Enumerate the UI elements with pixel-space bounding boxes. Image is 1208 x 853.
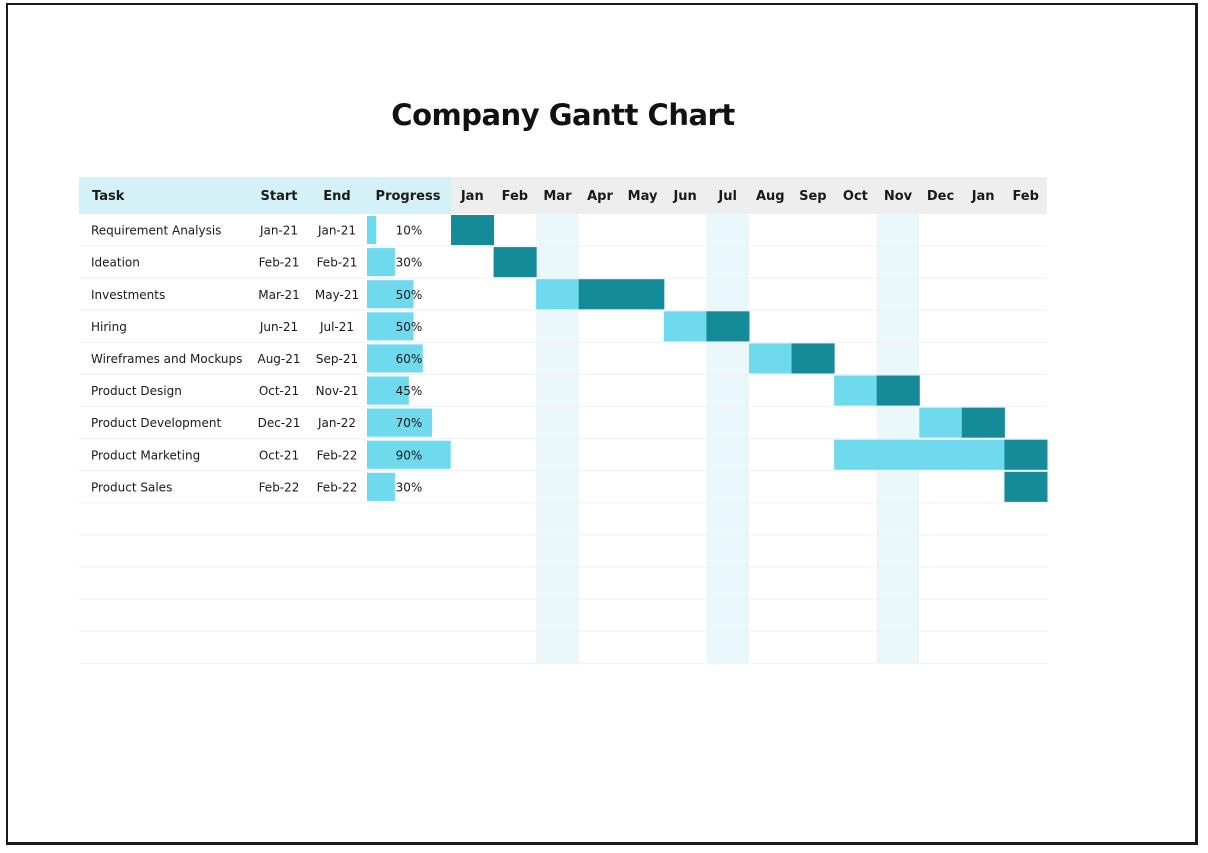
month-label: May xyxy=(628,189,658,204)
task-name: Requirement Analysis xyxy=(91,224,221,238)
month-label: Jan xyxy=(971,189,995,204)
gantt-bar-remaining xyxy=(876,439,920,470)
month-label: Jun xyxy=(672,189,696,204)
progress-label: 50% xyxy=(396,320,423,334)
header-bg-months xyxy=(451,177,1047,214)
header-end: End xyxy=(323,189,350,204)
gantt-bar-done xyxy=(1004,439,1048,470)
progress-label: 90% xyxy=(396,448,423,462)
progress-label: 30% xyxy=(396,480,423,494)
gantt-bar-done xyxy=(1004,471,1048,502)
progress-label: 70% xyxy=(396,416,423,430)
task-start: Jan-21 xyxy=(259,224,298,238)
task-end: Feb-22 xyxy=(317,480,358,494)
task-start: Feb-21 xyxy=(259,256,300,270)
task-name: Wireframes and Mockups xyxy=(91,352,242,366)
task-start: Dec-21 xyxy=(258,416,301,430)
task-end: Nov-21 xyxy=(316,384,359,398)
month-label: Feb xyxy=(502,189,528,204)
progress-label: 10% xyxy=(396,224,423,238)
month-label: Feb xyxy=(1012,189,1038,204)
task-name: Product Design xyxy=(91,384,182,398)
progress-label: 45% xyxy=(396,384,423,398)
month-label: Jan xyxy=(460,189,484,204)
gantt-bar-done xyxy=(493,247,537,278)
gantt-bar-done xyxy=(961,407,1005,438)
progress-bar xyxy=(367,280,414,309)
progress-bar xyxy=(367,440,451,469)
month-label: Jul xyxy=(717,189,737,204)
gantt-bar-done xyxy=(451,215,495,246)
progress-bar xyxy=(367,344,423,373)
gantt-bar-done xyxy=(791,343,835,374)
task-end: Feb-22 xyxy=(317,448,358,462)
task-name: Ideation xyxy=(91,256,140,270)
month-label: Oct xyxy=(843,189,868,204)
progress-bar xyxy=(367,216,377,245)
month-label: Dec xyxy=(927,189,954,204)
month-label: Mar xyxy=(543,189,572,204)
header-progress: Progress xyxy=(376,189,441,204)
gantt-bar-remaining xyxy=(961,439,1005,470)
gantt-bar-done xyxy=(706,311,750,342)
progress-label: 50% xyxy=(396,288,423,302)
header-bg-left xyxy=(79,177,451,214)
task-name: Product Development xyxy=(91,416,221,430)
task-start: Jun-21 xyxy=(259,320,298,334)
gantt-bar-remaining xyxy=(919,439,963,470)
task-start: Oct-21 xyxy=(259,448,299,462)
task-start: Feb-22 xyxy=(259,480,300,494)
task-start: Oct-21 xyxy=(259,384,299,398)
task-end: Jan-21 xyxy=(317,224,356,238)
task-end: Feb-21 xyxy=(317,256,358,270)
gantt-bar-remaining xyxy=(748,343,793,374)
task-name: Investments xyxy=(91,288,165,302)
month-label: Nov xyxy=(884,189,913,204)
progress-bar xyxy=(367,408,433,437)
task-end: Sep-21 xyxy=(316,352,358,366)
progress-bar xyxy=(367,472,395,501)
header-start: Start xyxy=(261,189,298,204)
gantt-bar-remaining xyxy=(834,375,878,406)
gantt-bar-remaining xyxy=(536,279,580,310)
progress-label: 60% xyxy=(396,352,423,366)
task-end: May-21 xyxy=(315,288,359,302)
gantt-bar-remaining xyxy=(834,439,878,470)
progress-bar xyxy=(367,248,395,277)
task-end: Jul-21 xyxy=(319,320,354,334)
gantt-bar-remaining xyxy=(919,407,963,438)
month-label: Apr xyxy=(587,189,613,204)
task-start: Aug-21 xyxy=(257,352,300,366)
task-start: Mar-21 xyxy=(258,288,299,302)
gantt-bar-done xyxy=(621,279,665,310)
progress-bar xyxy=(367,312,414,341)
task-name: Product Sales xyxy=(91,480,172,494)
gantt-bar-done xyxy=(876,375,920,406)
chart-title: Company Gantt Chart xyxy=(391,98,735,132)
month-label: Sep xyxy=(799,189,827,204)
task-name: Hiring xyxy=(91,320,127,334)
task-end: Jan-22 xyxy=(317,416,356,430)
task-name: Product Marketing xyxy=(91,448,200,462)
progress-bar xyxy=(367,376,409,405)
gantt-bar-done xyxy=(578,279,622,310)
month-label: Aug xyxy=(756,189,785,204)
progress-label: 30% xyxy=(396,256,423,270)
gantt-bar-remaining xyxy=(663,311,707,342)
header-task: Task xyxy=(92,189,125,204)
